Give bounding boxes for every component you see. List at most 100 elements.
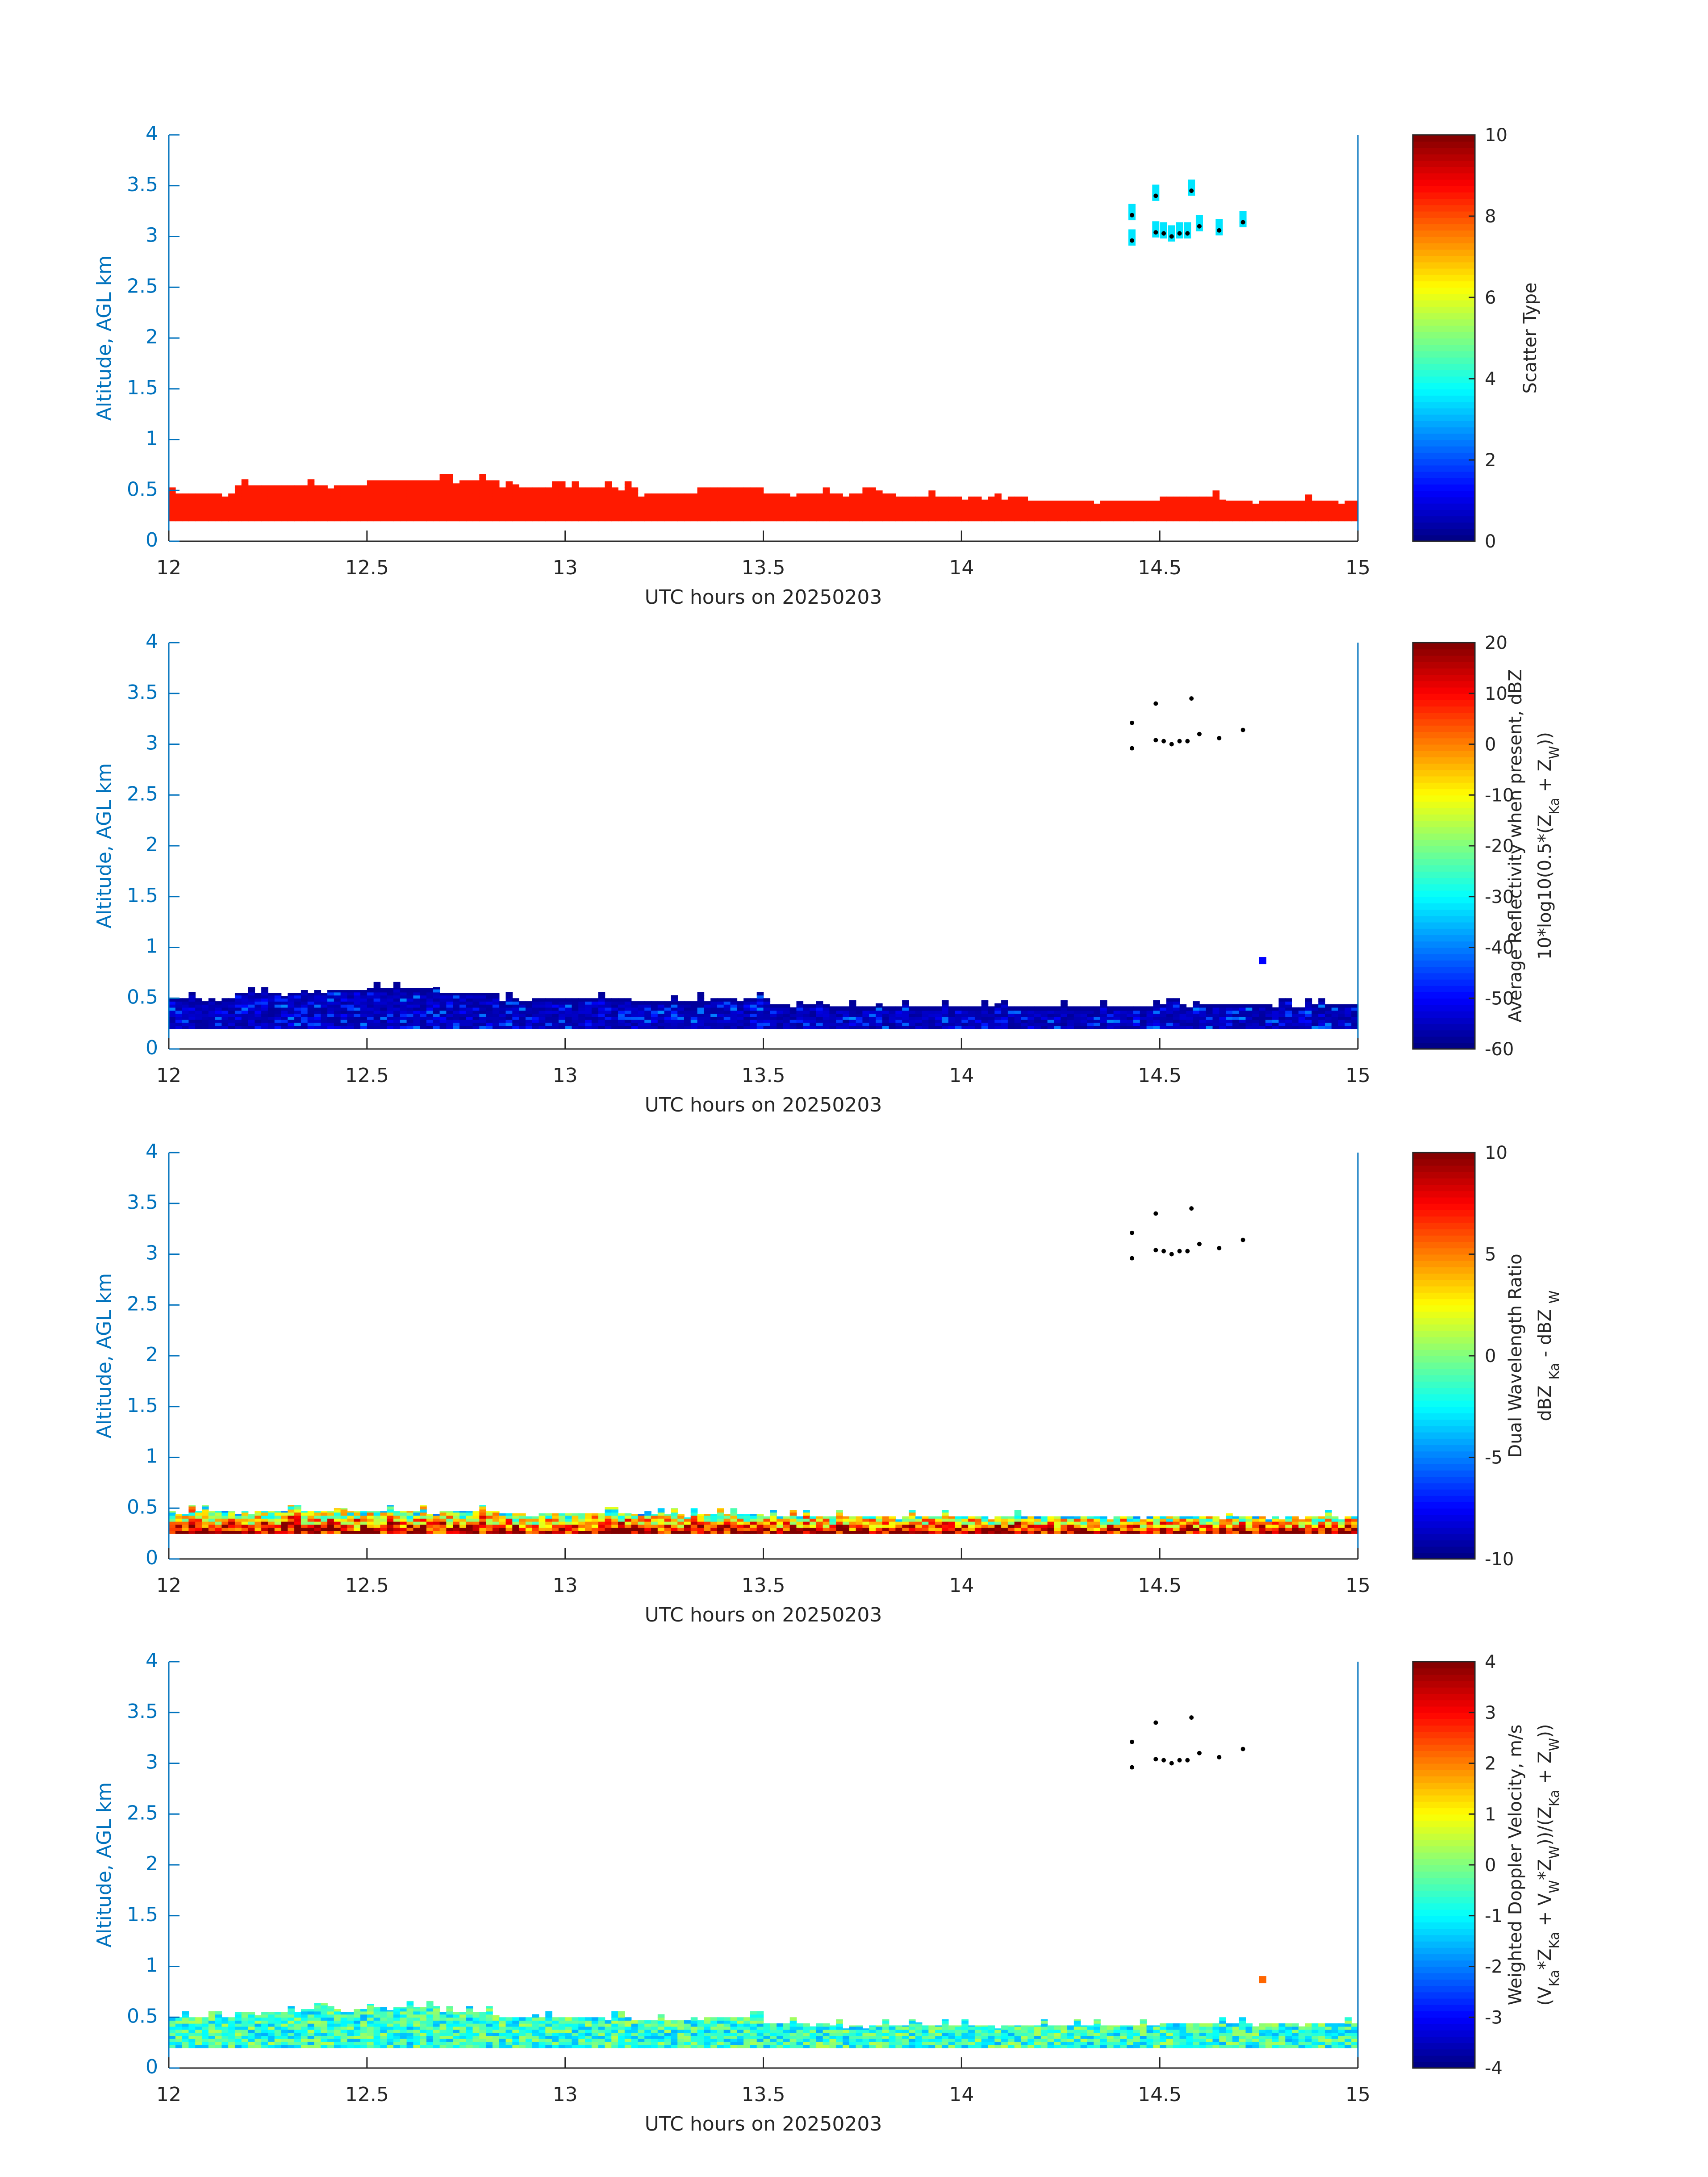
heatmap-cell xyxy=(499,1524,506,1528)
heatmap-cell xyxy=(902,1022,909,1026)
heatmap-cell xyxy=(1179,496,1187,500)
heatmap-cell xyxy=(539,1025,546,1029)
heatmap-cell xyxy=(261,992,268,996)
heatmap-cell xyxy=(1259,509,1266,512)
heatmap-cell xyxy=(228,1527,235,1531)
heatmap-cell xyxy=(994,1010,1002,1014)
heatmap-cell xyxy=(1166,1020,1173,1023)
overlay-point xyxy=(1130,213,1135,217)
heatmap-cell xyxy=(512,514,519,518)
heatmap-cell xyxy=(472,1022,480,1026)
colorbar-swatch xyxy=(1413,1030,1475,1037)
heatmap-cell xyxy=(413,496,420,500)
heatmap-cell xyxy=(340,502,348,506)
heatmap-cell xyxy=(406,1020,414,1023)
heatmap-cell xyxy=(334,502,341,506)
heatmap-cell xyxy=(810,1527,817,1531)
heatmap-cell xyxy=(169,1025,176,1029)
heatmap-cell xyxy=(234,1004,242,1008)
heatmap-cell xyxy=(1219,1527,1226,1531)
heatmap-cell xyxy=(1073,518,1081,522)
heatmap-cell xyxy=(426,1025,434,1029)
heatmap-cell xyxy=(314,499,322,503)
heatmap-cell xyxy=(255,502,262,506)
aloft-cell xyxy=(1160,222,1168,239)
heatmap-cell xyxy=(578,506,585,509)
colorbar-label-text: 10*log10(0.5*(Z xyxy=(1535,815,1555,960)
heatmap-cell xyxy=(1061,1001,1068,1005)
heatmap-cell xyxy=(1146,1518,1154,1522)
heatmap-cell xyxy=(1226,1513,1233,1516)
heatmap-cell xyxy=(288,1001,295,1005)
heatmap-cell xyxy=(301,1007,308,1011)
heatmap-cell xyxy=(1272,1524,1279,1528)
heatmap-cell xyxy=(354,487,361,491)
heatmap-cell xyxy=(354,1521,361,1525)
heatmap-cell xyxy=(1001,1518,1008,1522)
heatmap-cell xyxy=(539,1013,546,1017)
heatmap-cell xyxy=(823,1527,830,1531)
heatmap-cell xyxy=(1094,518,1101,522)
heatmap-cell xyxy=(803,518,810,522)
heatmap-cell xyxy=(195,1527,202,1531)
heatmap-cell xyxy=(1245,518,1253,522)
heatmap-cell xyxy=(393,1512,401,1516)
heatmap-cell xyxy=(981,1527,989,1531)
heatmap-cell xyxy=(1021,1530,1028,1534)
heatmap-cell xyxy=(327,1016,334,1020)
heatmap-cell xyxy=(1021,506,1028,509)
heatmap-cell xyxy=(307,1020,315,1023)
heatmap-cell xyxy=(1100,518,1107,522)
heatmap-cell xyxy=(994,1004,1002,1008)
heatmap-cell xyxy=(684,499,691,503)
heatmap-cell xyxy=(710,998,718,1002)
heatmap-cell xyxy=(492,1001,500,1005)
heatmap-cell xyxy=(823,512,830,515)
colorbar-swatch xyxy=(1413,756,1475,764)
heatmap-cell xyxy=(756,992,764,996)
heatmap-cell xyxy=(255,1016,262,1020)
heatmap-cell xyxy=(1239,1516,1246,1519)
heatmap-cell xyxy=(492,481,500,485)
heatmap-cell xyxy=(234,998,242,1002)
heatmap-cell xyxy=(334,990,341,993)
heatmap-cell xyxy=(307,1013,315,1017)
heatmap-cell xyxy=(723,502,731,506)
heatmap-cell xyxy=(638,1022,645,1026)
heatmap-cell xyxy=(1146,514,1154,518)
heatmap-cell xyxy=(974,1530,982,1534)
heatmap-cell xyxy=(1206,499,1213,503)
heatmap-cell xyxy=(895,1524,902,1528)
heatmap-cell xyxy=(215,1022,222,1026)
heatmap-cell xyxy=(565,998,572,1002)
colorbar-label-text: Scatter Type xyxy=(1520,283,1541,394)
heatmap-cell xyxy=(1120,501,1127,503)
heatmap-cell xyxy=(1285,1524,1292,1528)
heatmap-cell xyxy=(664,1521,672,1525)
heatmap-cell xyxy=(869,509,876,512)
heatmap-cell xyxy=(671,998,678,1002)
heatmap-cell xyxy=(1034,501,1041,503)
heatmap-cell xyxy=(1325,502,1332,506)
heatmap-cell xyxy=(717,1001,724,1005)
heatmap-cell xyxy=(578,514,585,518)
heatmap-cell xyxy=(743,518,751,522)
heatmap-cell xyxy=(327,992,334,996)
heatmap-cell xyxy=(922,499,929,503)
heatmap-cell xyxy=(439,1511,447,1513)
heatmap-cell xyxy=(1345,518,1352,522)
heatmap-cell xyxy=(783,506,790,509)
heatmap-cell xyxy=(241,512,249,515)
colorbar-swatch xyxy=(1413,941,1475,948)
heatmap-cell xyxy=(1331,512,1339,515)
heatmap-cell xyxy=(201,1509,209,1513)
heatmap-cell xyxy=(446,481,453,485)
heatmap-cell xyxy=(644,1527,651,1531)
heatmap-cell xyxy=(486,993,493,996)
heatmap-cell xyxy=(472,481,480,485)
heatmap-cell xyxy=(618,1020,625,1023)
heatmap-cell xyxy=(1021,1524,1028,1528)
heatmap-cell xyxy=(439,496,447,500)
heatmap-cell xyxy=(1061,1013,1068,1017)
